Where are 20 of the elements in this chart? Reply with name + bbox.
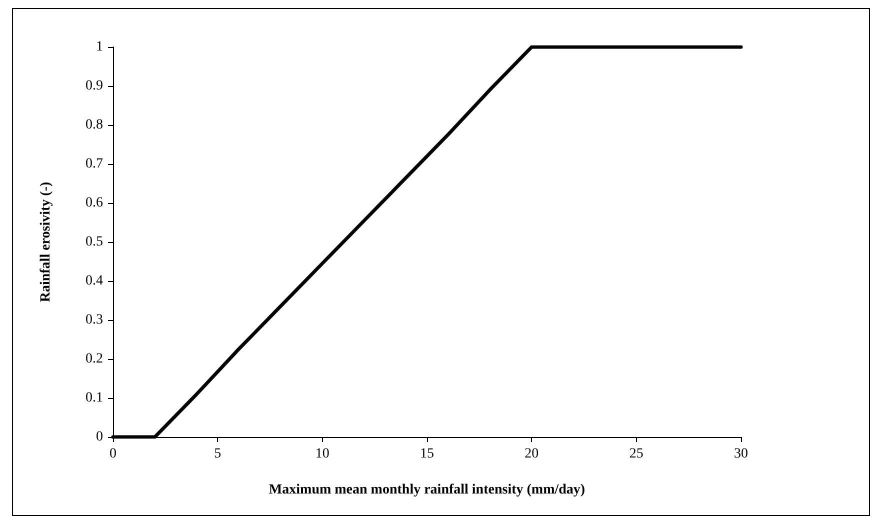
y-tick-label: 0.1 — [86, 390, 103, 406]
y-tick-label: 0 — [96, 430, 103, 444]
y-tick-label: 0.3 — [86, 312, 103, 328]
y-tick-label: 0.9 — [86, 78, 103, 94]
y-tick-label: 0.2 — [86, 352, 103, 366]
x-tick-label: 0 — [110, 446, 116, 462]
y-axis-title: Rainfall erosivity (-) — [38, 182, 54, 302]
y-tick-label: 0.4 — [86, 274, 103, 288]
y-tick-label: 0.6 — [86, 196, 103, 210]
x-tick-label: 20 — [524, 446, 539, 462]
y-tick-label: 1 — [96, 40, 103, 54]
x-tick-label: 5 — [214, 446, 222, 462]
x-tick-label: 25 — [629, 446, 644, 462]
x-tick-label: 10 — [315, 446, 330, 462]
x-tick-label: 30 — [734, 446, 748, 462]
x-axis-title: Maximum mean monthly rainfall intensity (mm/day) — [268, 482, 586, 498]
x-tick-label: 15 — [420, 446, 434, 462]
y-tick-label: 0.5 — [86, 234, 103, 250]
y-tick-label: 0.7 — [86, 156, 103, 172]
y-tick-label: 0.8 — [86, 118, 103, 132]
